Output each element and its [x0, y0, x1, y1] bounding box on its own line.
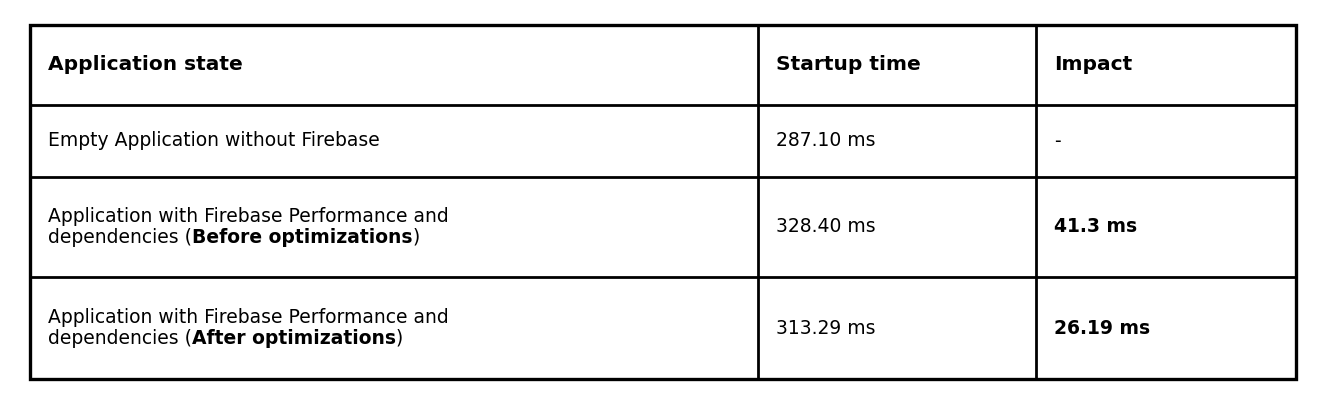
Text: -: -	[1054, 131, 1061, 151]
Text: Application state: Application state	[48, 55, 243, 74]
Text: Application with Firebase Performance and: Application with Firebase Performance an…	[48, 308, 448, 327]
Text: After optimizations: After optimizations	[192, 329, 396, 348]
Text: ): )	[412, 228, 420, 247]
Text: 328.40 ms: 328.40 ms	[776, 217, 875, 236]
Text: 26.19 ms: 26.19 ms	[1054, 318, 1151, 337]
Text: Empty Application without Firebase: Empty Application without Firebase	[48, 131, 379, 151]
Text: Startup time: Startup time	[776, 55, 920, 74]
Text: dependencies (: dependencies (	[48, 228, 192, 247]
Text: Impact: Impact	[1054, 55, 1132, 74]
Text: 41.3 ms: 41.3 ms	[1054, 217, 1138, 236]
Text: ): )	[396, 329, 403, 348]
Text: Before optimizations: Before optimizations	[192, 228, 412, 247]
Text: 287.10 ms: 287.10 ms	[776, 131, 875, 151]
Text: 313.29 ms: 313.29 ms	[776, 318, 875, 337]
Text: Application with Firebase Performance and: Application with Firebase Performance an…	[48, 207, 448, 226]
Text: dependencies (: dependencies (	[48, 329, 192, 348]
